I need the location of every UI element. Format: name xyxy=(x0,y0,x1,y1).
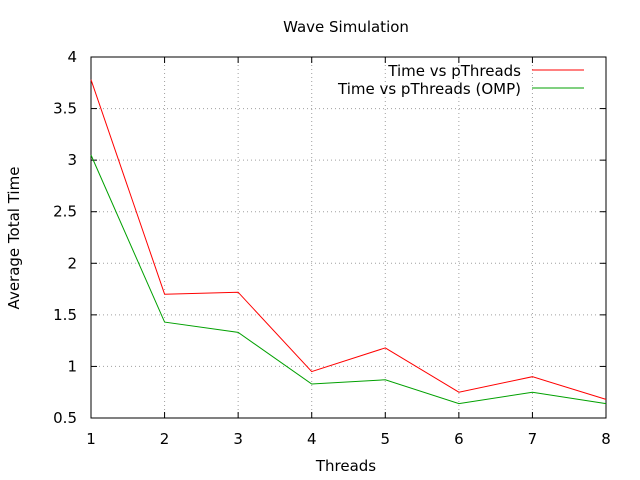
legend-label-omp: Time vs pThreads (OMP) xyxy=(337,80,521,98)
series-line-1 xyxy=(90,154,607,405)
y-tick-label: 2.5 xyxy=(53,203,77,221)
x-tick-label: 6 xyxy=(454,430,464,448)
x-tick-label: 1 xyxy=(86,430,96,448)
y-tick-labels: 0.5 1 1.5 2 2.5 3 3.5 4 xyxy=(53,48,77,427)
y-tick-label: 2 xyxy=(67,254,77,272)
grid-lines xyxy=(91,57,606,418)
x-tick-label: 2 xyxy=(160,430,170,448)
x-tick-label: 4 xyxy=(307,430,317,448)
y-tick-label: 3.5 xyxy=(53,100,77,118)
chart-title: Wave Simulation xyxy=(283,18,409,36)
y-tick-label: 1 xyxy=(67,357,77,375)
axis-ticks xyxy=(90,56,607,419)
y-tick-label: 1.5 xyxy=(53,306,77,324)
series-line-0 xyxy=(90,79,607,400)
y-tick-label: 0.5 xyxy=(53,409,77,427)
x-axis-label: Threads xyxy=(315,457,376,475)
x-tick-label: 7 xyxy=(528,430,538,448)
legend: Time vs pThreads Time vs pThreads (OMP) xyxy=(337,62,584,98)
x-tick-label: 5 xyxy=(381,430,391,448)
y-tick-label: 4 xyxy=(67,48,77,66)
x-tick-label: 3 xyxy=(233,430,243,448)
x-tick-labels: 1 2 3 4 5 6 7 8 xyxy=(86,430,611,448)
y-axis-label: Average Total Time xyxy=(5,167,23,310)
legend-label-pthreads: Time vs pThreads xyxy=(387,62,521,80)
series-lines xyxy=(90,79,607,405)
y-tick-label: 3 xyxy=(67,151,77,169)
plot-frame xyxy=(90,56,607,419)
x-tick-label: 8 xyxy=(601,430,611,448)
